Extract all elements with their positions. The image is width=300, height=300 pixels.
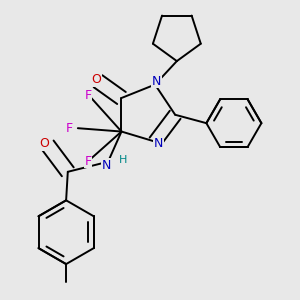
Text: F: F	[84, 89, 92, 102]
Text: O: O	[92, 73, 101, 86]
Text: F: F	[84, 154, 92, 168]
Text: N: N	[154, 137, 163, 150]
Text: H: H	[119, 155, 127, 165]
Text: N: N	[152, 75, 161, 88]
Text: F: F	[66, 122, 73, 135]
Text: N: N	[102, 159, 111, 172]
Text: O: O	[39, 137, 49, 150]
